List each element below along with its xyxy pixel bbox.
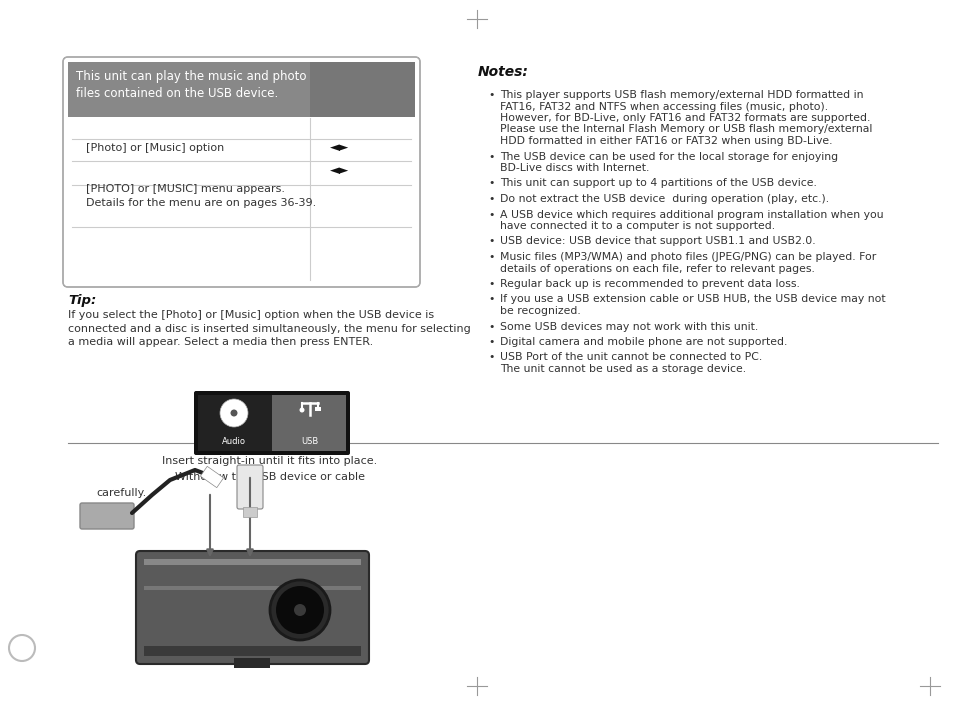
Circle shape xyxy=(294,604,306,616)
Bar xyxy=(233,658,270,668)
Text: •: • xyxy=(488,178,494,188)
Text: Regular back up is recommended to prevent data loss.: Regular back up is recommended to preven… xyxy=(499,279,799,289)
Text: •: • xyxy=(488,90,494,100)
Text: •: • xyxy=(488,152,494,161)
Text: The unit cannot be used as a storage device.: The unit cannot be used as a storage dev… xyxy=(499,364,745,374)
Text: USB Port of the unit cannot be connected to PC.: USB Port of the unit cannot be connected… xyxy=(499,352,761,362)
Circle shape xyxy=(270,580,330,640)
Text: •: • xyxy=(488,194,494,204)
Text: [PHOTO] or [MUSIC] menu appears.
Details for the menu are on pages 36-39.: [PHOTO] or [MUSIC] menu appears. Details… xyxy=(86,185,315,207)
Bar xyxy=(272,395,346,451)
Text: If you select the [Photo] or [Music] option when the USB device is
connected and: If you select the [Photo] or [Music] opt… xyxy=(68,310,470,347)
Text: BD-Live discs with Internet.: BD-Live discs with Internet. xyxy=(499,163,649,173)
Text: A USB device which requires additional program installation when you: A USB device which requires additional p… xyxy=(499,209,882,219)
Text: HDD formatted in either FAT16 or FAT32 when using BD-Live.: HDD formatted in either FAT16 or FAT32 w… xyxy=(499,136,832,146)
Circle shape xyxy=(299,407,304,412)
Bar xyxy=(200,466,223,488)
Text: USB device: USB device that support USB1.1 and USB2.0.: USB device: USB device that support USB1… xyxy=(499,236,815,247)
Text: •: • xyxy=(488,337,494,347)
Circle shape xyxy=(231,410,237,417)
Text: •: • xyxy=(488,352,494,362)
Bar xyxy=(68,62,415,117)
Text: •: • xyxy=(488,279,494,289)
Text: USB: USB xyxy=(301,436,318,446)
Text: The USB device can be used for the local storage for enjoying: The USB device can be used for the local… xyxy=(499,152,838,161)
Text: carefully.: carefully. xyxy=(96,488,146,498)
Text: This unit can support up to 4 partitions of the USB device.: This unit can support up to 4 partitions… xyxy=(499,178,816,188)
Text: •: • xyxy=(488,209,494,219)
Text: Insert straight-in until it fits into place.: Insert straight-in until it fits into pl… xyxy=(162,456,377,466)
Text: Do not extract the USB device  during operation (play, etc.).: Do not extract the USB device during ope… xyxy=(499,194,828,204)
Text: Some USB devices may not work with this unit.: Some USB devices may not work with this … xyxy=(499,321,758,331)
Text: This unit can play the music and photo
files contained on the USB device.: This unit can play the music and photo f… xyxy=(76,70,306,100)
Bar xyxy=(144,559,360,565)
Text: Audio: Audio xyxy=(222,436,246,446)
Text: be recognized.: be recognized. xyxy=(499,306,580,316)
FancyBboxPatch shape xyxy=(63,57,419,287)
Text: If you use a USB extension cable or USB HUB, the USB device may not: If you use a USB extension cable or USB … xyxy=(499,295,884,305)
Text: Music files (MP3/WMA) and photo files (JPEG/PNG) can be played. For: Music files (MP3/WMA) and photo files (J… xyxy=(499,252,876,262)
FancyBboxPatch shape xyxy=(80,503,133,529)
Text: This player supports USB flash memory/external HDD formatted in: This player supports USB flash memory/ex… xyxy=(499,90,862,100)
Text: •: • xyxy=(488,321,494,331)
Bar xyxy=(198,395,272,451)
Text: Withdraw the USB device or cable: Withdraw the USB device or cable xyxy=(174,472,365,482)
Bar xyxy=(144,646,360,656)
Bar xyxy=(243,507,256,517)
Text: •: • xyxy=(488,252,494,262)
Circle shape xyxy=(275,586,324,634)
Text: ◄►: ◄► xyxy=(330,164,349,178)
Circle shape xyxy=(220,399,248,427)
Text: Please use the Internal Flash Memory or USB flash memory/external: Please use the Internal Flash Memory or … xyxy=(499,125,871,135)
Text: However, for BD-Live, only FAT16 and FAT32 formats are supported.: However, for BD-Live, only FAT16 and FAT… xyxy=(499,113,869,123)
Text: [Photo] or [Music] option: [Photo] or [Music] option xyxy=(86,143,224,153)
FancyBboxPatch shape xyxy=(193,391,350,455)
FancyBboxPatch shape xyxy=(136,551,369,664)
FancyBboxPatch shape xyxy=(236,465,263,509)
Text: have connected it to a computer is not supported.: have connected it to a computer is not s… xyxy=(499,221,774,231)
Text: Digital camera and mobile phone are not supported.: Digital camera and mobile phone are not … xyxy=(499,337,786,347)
Text: Notes:: Notes: xyxy=(477,65,528,79)
Bar xyxy=(310,62,415,117)
Text: ◄►: ◄► xyxy=(330,142,349,154)
Text: FAT16, FAT32 and NTFS when accessing files (music, photo).: FAT16, FAT32 and NTFS when accessing fil… xyxy=(499,102,827,111)
Text: •: • xyxy=(488,295,494,305)
Text: Tip:: Tip: xyxy=(68,294,96,307)
Text: •: • xyxy=(488,236,494,247)
Text: details of operations on each file, refer to relevant pages.: details of operations on each file, refe… xyxy=(499,264,814,274)
Bar xyxy=(144,586,360,590)
Bar xyxy=(314,407,320,411)
